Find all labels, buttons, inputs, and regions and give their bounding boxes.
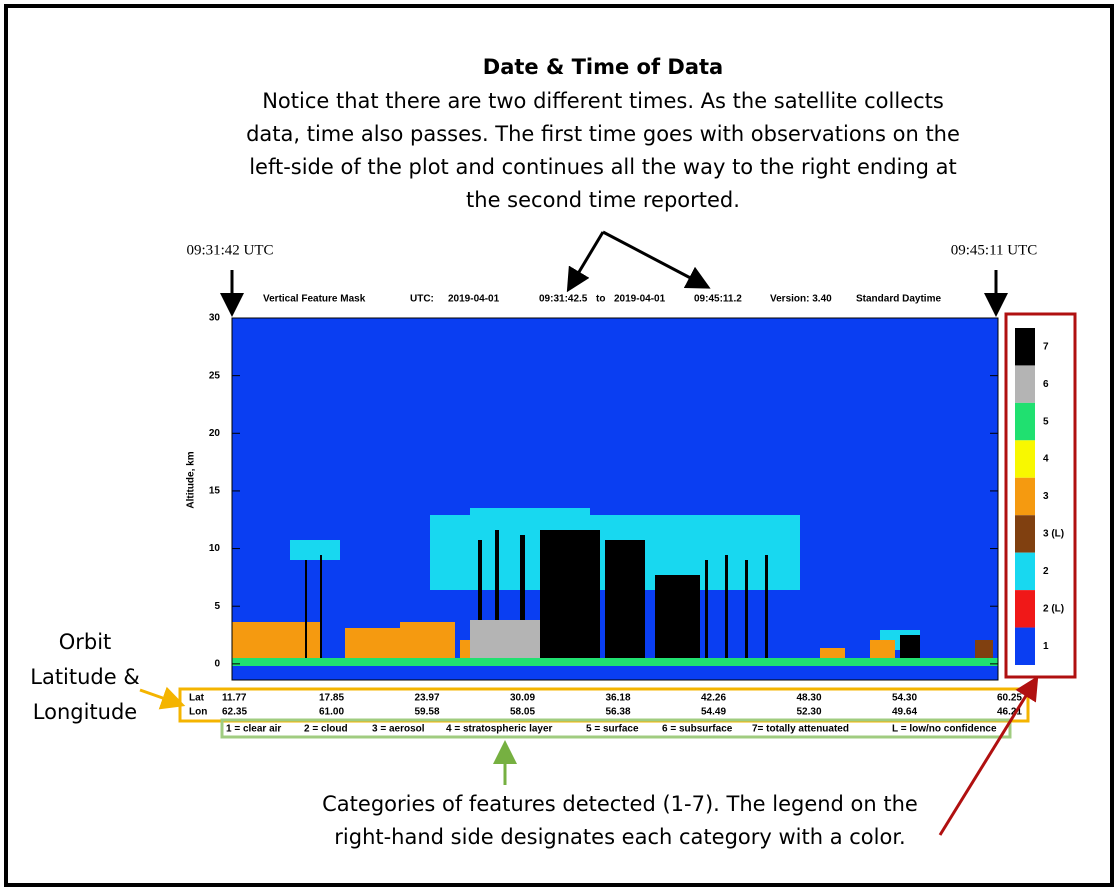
colorbar-swatch — [1015, 477, 1035, 516]
lon-value: 59.58 — [414, 707, 439, 718]
colorbar-label: 3 (L) — [1043, 529, 1064, 540]
annotation-title: Date & Time of Data — [483, 55, 723, 79]
arrow — [602, 230, 711, 289]
note-line: Categories of features detected (1-7). T… — [322, 792, 918, 816]
orbit-note: Orbit Latitude & Longitude — [30, 630, 139, 724]
lat-value: 54.30 — [892, 693, 917, 704]
body-line: data, time also passes. The first time g… — [246, 122, 960, 146]
lon-value: 61.00 — [319, 707, 344, 718]
y-tick-label: 10 — [209, 543, 221, 554]
key-item: 6 = subsurface — [662, 724, 733, 735]
colorbar-label: 1 — [1043, 641, 1049, 652]
feature-mask — [232, 508, 998, 666]
colorbar-label: 6 — [1043, 379, 1049, 390]
header-part: Standard Daytime — [856, 294, 941, 305]
arrow — [139, 686, 186, 710]
end-time: 09:45:11 UTC — [951, 242, 1038, 258]
colorbar-swatch — [1015, 552, 1035, 591]
header-part: Version: 3.40 — [770, 294, 832, 305]
key-item: L = low/no confidence — [892, 724, 997, 735]
orbit-line: Longitude — [33, 700, 137, 724]
lat-value: 17.85 — [319, 693, 344, 704]
y-tick-label: 30 — [209, 313, 221, 324]
header-part: to — [596, 294, 605, 305]
colorbar-label: 3 — [1043, 491, 1049, 502]
colorbar-swatch — [1015, 328, 1035, 366]
y-axis-label: Altitude, km — [186, 451, 197, 508]
lon-value: 49.64 — [892, 707, 917, 718]
y-tick-label: 5 — [214, 601, 220, 612]
lon-value: 56.38 — [605, 707, 630, 718]
colorbar-label: 2 — [1043, 566, 1049, 577]
y-tick-label: 25 — [209, 370, 221, 381]
key-item: 4 = stratospheric layer — [446, 724, 553, 735]
y-tick-label: 15 — [209, 486, 221, 497]
y-tick-label: 0 — [214, 659, 220, 670]
colorbar-label: 2 (L) — [1043, 603, 1064, 614]
lon-value: 52.30 — [796, 707, 821, 718]
header-part: 09:31:42.5 — [539, 294, 588, 305]
key-item: 5 = surface — [586, 724, 639, 735]
colorbar-swatch — [1015, 627, 1035, 665]
orbit-line: Latitude & — [30, 665, 139, 689]
lon-value: 54.49 — [701, 707, 726, 718]
colorbar: 7 6 5 4 3 3 (L) 2 2 (L) 1 — [1015, 328, 1064, 665]
lat-value: 48.30 — [796, 693, 821, 704]
colorbar-swatch — [1015, 515, 1035, 553]
categories-note: Categories of features detected (1-7). T… — [322, 792, 918, 849]
y-tick-label: 20 — [209, 428, 221, 439]
body-line: the second time reported. — [466, 188, 740, 212]
plot — [231, 317, 999, 681]
header-part: UTC: — [410, 294, 434, 305]
note-line: right-hand side designates each category… — [334, 825, 905, 849]
lat-value: 60.25 — [997, 693, 1022, 704]
colorbar-swatch — [1015, 365, 1035, 403]
lon-value: 58.05 — [510, 707, 535, 718]
colorbar-swatch — [1015, 402, 1035, 441]
lon-value: 46.21 — [997, 707, 1022, 718]
colorbar-label: 4 — [1043, 454, 1049, 465]
arrow — [938, 675, 1039, 836]
key-item: 3 = aerosol — [372, 724, 425, 735]
key-item: 2 = cloud — [304, 724, 348, 735]
lat-value: 11.77 — [222, 693, 247, 704]
key-item: 7= totally attenuated — [752, 724, 849, 735]
orbit-line: Orbit — [59, 630, 112, 654]
plot-header: Vertical Feature Mask UTC: 2019-04-01 09:31… — [263, 294, 941, 305]
annotation-body: Notice that there are two different time… — [246, 89, 960, 212]
header-part: Vertical Feature Mask — [263, 294, 366, 305]
lat-label: Lat — [189, 693, 205, 704]
header-part: 2019-04-01 — [614, 294, 666, 305]
colorbar-label: 5 — [1043, 416, 1049, 427]
arrow — [566, 231, 605, 293]
category-key: 1 = clear air 2 = cloud 3 = aerosol 4 = str… — [226, 724, 997, 735]
lat-value: 30.09 — [510, 693, 535, 704]
colorbar-swatch — [1015, 590, 1035, 628]
lat-value: 36.18 — [605, 693, 630, 704]
lat-value: 42.26 — [701, 693, 726, 704]
key-highlight — [220, 718, 1012, 739]
lon-label: Lon — [189, 707, 207, 718]
colorbar-swatch — [1015, 440, 1035, 478]
body-line: Notice that there are two different time… — [262, 89, 944, 113]
start-time: 09:31:42 UTC — [186, 242, 273, 258]
lat-value: 23.97 — [414, 693, 439, 704]
header-part: 2019-04-01 — [448, 294, 500, 305]
body-line: left-side of the plot and continues all … — [249, 155, 957, 179]
lon-value: 62.35 — [222, 707, 247, 718]
colorbar-label: 7 — [1043, 341, 1049, 352]
header-part: 09:45:11.2 — [694, 294, 742, 305]
plot-border — [231, 317, 999, 681]
key-item: 1 = clear air — [226, 724, 281, 735]
colorbar-highlight — [1004, 312, 1077, 679]
latlon-table: Lat Lon 11.77 62.35 17.85 61.00 23.97 59.58 30.0… — [189, 693, 1022, 718]
